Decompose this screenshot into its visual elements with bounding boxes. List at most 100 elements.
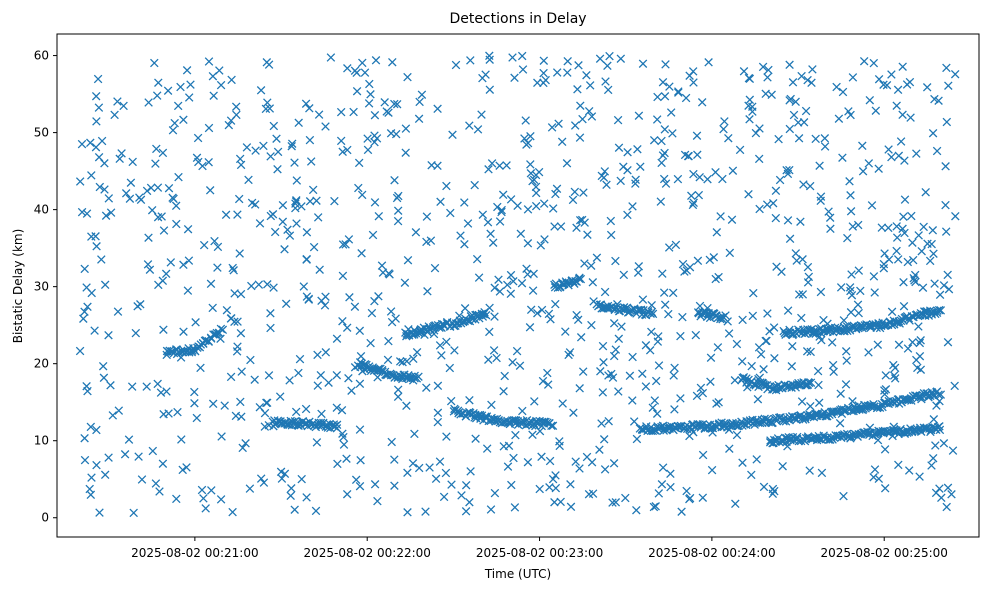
x-tick-label: 2025-08-02 00:22:00 [303, 546, 430, 560]
data-point-435 [509, 453, 518, 463]
data-point-731 [854, 266, 864, 275]
data-point-295 [220, 401, 229, 410]
data-point-863 [233, 317, 242, 326]
data-point-1353 [511, 416, 521, 425]
data-point-138 [129, 508, 138, 518]
data-point-931 [439, 492, 449, 502]
data-point-759 [943, 483, 953, 493]
data-point-362 [186, 80, 195, 89]
data-point-1142 [216, 324, 226, 334]
data-point-374 [877, 223, 887, 232]
data-point-764 [894, 460, 903, 470]
data-point-453 [305, 104, 314, 113]
data-point-73 [870, 288, 879, 297]
data-point-1403 [576, 274, 586, 284]
data-point-697 [87, 288, 96, 298]
data-point-1678 [936, 390, 946, 399]
data-point-621 [259, 478, 269, 487]
y-axis-label: Bistatic Delay (km) [11, 229, 25, 344]
data-point-871 [669, 371, 678, 380]
data-point-442 [326, 53, 336, 62]
data-point-1055 [827, 338, 837, 347]
data-point-992 [749, 288, 758, 298]
data-point-722 [332, 334, 342, 343]
data-point-1056 [91, 142, 101, 152]
data-point-1748 [797, 378, 806, 388]
data-point-911 [231, 102, 241, 111]
data-point-381 [748, 311, 758, 321]
data-point-880 [370, 480, 380, 489]
data-point-128 [712, 399, 721, 408]
data-point-704 [495, 217, 505, 226]
data-point-184 [785, 234, 795, 244]
data-point-431 [275, 392, 285, 401]
data-point-297 [943, 270, 952, 280]
data-point-20 [77, 139, 87, 149]
data-point-988 [595, 445, 604, 454]
data-point-331 [925, 256, 935, 266]
data-point-877 [638, 295, 648, 304]
data-point-867 [889, 371, 899, 380]
data-point-2008 [935, 425, 945, 435]
data-point-414 [263, 98, 272, 107]
x-tick-label: 2025-08-02 00:25:00 [820, 546, 947, 560]
data-point-166 [336, 136, 346, 146]
data-point-666 [352, 68, 361, 78]
data-point-145 [611, 256, 620, 266]
data-point-683 [343, 64, 352, 73]
data-point-1754 [804, 378, 814, 388]
data-point-267 [201, 504, 210, 513]
data-point-830 [216, 495, 226, 504]
data-point-845 [367, 308, 377, 318]
data-point-1012 [922, 83, 932, 92]
data-point-732 [843, 233, 852, 243]
data-point-948 [370, 296, 379, 306]
data-point-70 [770, 353, 779, 363]
data-point-484 [337, 405, 347, 415]
data-point-388 [357, 190, 367, 200]
data-point-34 [241, 439, 250, 448]
data-point-464 [250, 375, 259, 384]
data-point-857 [435, 457, 445, 466]
data-point-185 [441, 468, 451, 478]
data-point-688 [465, 395, 474, 405]
data-point-410 [832, 82, 841, 92]
data-point-444 [660, 125, 670, 134]
data-point-1095 [301, 99, 311, 108]
data-point-289 [433, 408, 443, 418]
data-point-8 [370, 137, 379, 147]
data-point-458 [759, 482, 769, 492]
chart-title: Detections in Delay [449, 11, 586, 27]
data-point-371 [395, 357, 405, 366]
data-point-888 [599, 358, 608, 367]
data-point-1064 [510, 73, 519, 83]
data-point-968 [573, 85, 582, 94]
data-point-886 [664, 309, 673, 319]
data-point-1019 [929, 415, 939, 424]
data-point-89 [670, 405, 679, 414]
data-point-354 [788, 341, 797, 351]
data-point-180 [811, 134, 820, 144]
data-point-823 [256, 474, 266, 483]
data-point-1009 [902, 80, 912, 89]
data-point-812 [235, 154, 245, 164]
data-point-849 [142, 186, 152, 196]
data-point-852 [530, 397, 539, 406]
data-point-493 [417, 90, 427, 99]
data-point-1096 [513, 201, 522, 211]
data-point-1058 [460, 198, 469, 207]
data-point-1004 [628, 202, 637, 211]
data-point-740 [297, 474, 306, 484]
data-point-851 [306, 157, 316, 166]
data-point-599 [856, 286, 865, 296]
data-point-724 [820, 142, 830, 151]
data-point-299 [273, 147, 283, 157]
data-point-94 [602, 180, 611, 190]
data-point-613 [206, 279, 216, 289]
data-point-358 [292, 176, 302, 185]
data-point-49 [676, 331, 685, 341]
data-point-5 [131, 328, 141, 338]
data-point-1087 [227, 314, 236, 323]
data-point-978 [768, 484, 778, 494]
data-point-1374 [539, 417, 549, 427]
